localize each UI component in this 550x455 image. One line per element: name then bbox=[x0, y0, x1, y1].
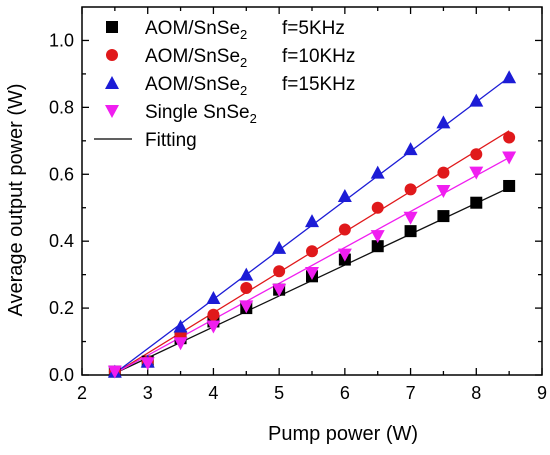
legend-marker bbox=[105, 76, 119, 89]
data-point bbox=[370, 165, 385, 179]
x-tick-label: 8 bbox=[471, 383, 481, 403]
data-point bbox=[403, 211, 418, 225]
legend-frequency: f=10KHz bbox=[282, 46, 355, 67]
legend-label-subscript: 2 bbox=[240, 27, 247, 42]
legend-label: Fitting bbox=[145, 130, 197, 151]
data-point bbox=[305, 214, 319, 228]
data-point bbox=[470, 148, 483, 161]
legend-label: AOM/SnSe2 bbox=[145, 74, 247, 98]
data-point bbox=[239, 300, 254, 314]
data-point bbox=[207, 308, 220, 321]
data-point bbox=[503, 131, 516, 144]
x-tick-label: 4 bbox=[208, 383, 218, 403]
legend-label: AOM/SnSe2 bbox=[145, 46, 247, 70]
data-point bbox=[338, 223, 351, 236]
legend-frequency: f=5KHz bbox=[282, 18, 345, 39]
data-point bbox=[404, 183, 417, 196]
data-point bbox=[305, 266, 319, 280]
data-point bbox=[437, 166, 450, 179]
data-point bbox=[403, 142, 418, 156]
data-point bbox=[140, 357, 155, 371]
data-points bbox=[107, 70, 517, 379]
x-tick-label: 6 bbox=[340, 383, 350, 403]
data-point bbox=[107, 365, 122, 379]
data-point bbox=[337, 248, 352, 262]
x-tick-label: 5 bbox=[274, 383, 284, 403]
data-point bbox=[370, 230, 385, 244]
data-point bbox=[173, 319, 188, 333]
data-point bbox=[272, 240, 287, 254]
data-point bbox=[206, 291, 221, 305]
y-tick-label: 0.8 bbox=[49, 97, 74, 117]
legend: AOM/SnSe2 f=5KHz AOM/SnSe2 f=10KHz AOM/SnSe2… bbox=[94, 18, 355, 151]
data-point bbox=[502, 151, 517, 165]
legend-label: AOM/SnSe2 bbox=[145, 18, 247, 42]
data-point bbox=[239, 267, 254, 281]
data-point bbox=[469, 166, 484, 180]
y-tick-label: 0.0 bbox=[49, 365, 74, 385]
x-tick-label: 3 bbox=[143, 383, 153, 403]
legend-marker bbox=[106, 49, 118, 61]
data-point bbox=[173, 337, 188, 351]
legend-label-subscript: 2 bbox=[240, 55, 247, 70]
data-point bbox=[273, 265, 286, 278]
data-point bbox=[371, 240, 384, 253]
x-tick-label: 9 bbox=[537, 383, 547, 403]
y-tick-label: 0.4 bbox=[49, 231, 74, 251]
fit-line bbox=[114, 156, 510, 374]
data-point bbox=[206, 320, 221, 334]
data-point bbox=[306, 245, 318, 258]
y-axis-label: Average output power (W) bbox=[5, 83, 27, 316]
y-tick-label: 1.0 bbox=[49, 30, 74, 50]
x-tick-label: 7 bbox=[406, 383, 416, 403]
data-point bbox=[436, 185, 451, 198]
data-point bbox=[502, 70, 517, 84]
x-tick-label: 2 bbox=[77, 383, 87, 403]
legend-frequency: f=15KHz bbox=[282, 74, 355, 95]
y-tick-label: 0.6 bbox=[49, 164, 74, 184]
data-point bbox=[437, 210, 450, 223]
data-point bbox=[503, 179, 516, 192]
axes: 2 3 4 5 6 7 8 9 0.0 0.2 0.4 0.6 0.8 1.0 bbox=[49, 6, 547, 403]
legend-label-subscript: 2 bbox=[250, 111, 257, 126]
data-point bbox=[470, 196, 483, 209]
legend-label-subscript: 2 bbox=[240, 83, 247, 98]
x-axis-label: Pump power (W) bbox=[268, 423, 418, 445]
legend-label: Single SnSe2 bbox=[145, 102, 257, 126]
legend-marker bbox=[106, 21, 118, 33]
data-point bbox=[404, 225, 417, 238]
data-point bbox=[371, 201, 384, 214]
data-point bbox=[240, 282, 253, 295]
data-point bbox=[337, 189, 352, 203]
legend-marker bbox=[105, 105, 119, 118]
data-point bbox=[272, 283, 287, 297]
data-point bbox=[436, 115, 451, 129]
y-tick-label: 0.2 bbox=[49, 298, 74, 318]
data-point bbox=[469, 93, 484, 107]
